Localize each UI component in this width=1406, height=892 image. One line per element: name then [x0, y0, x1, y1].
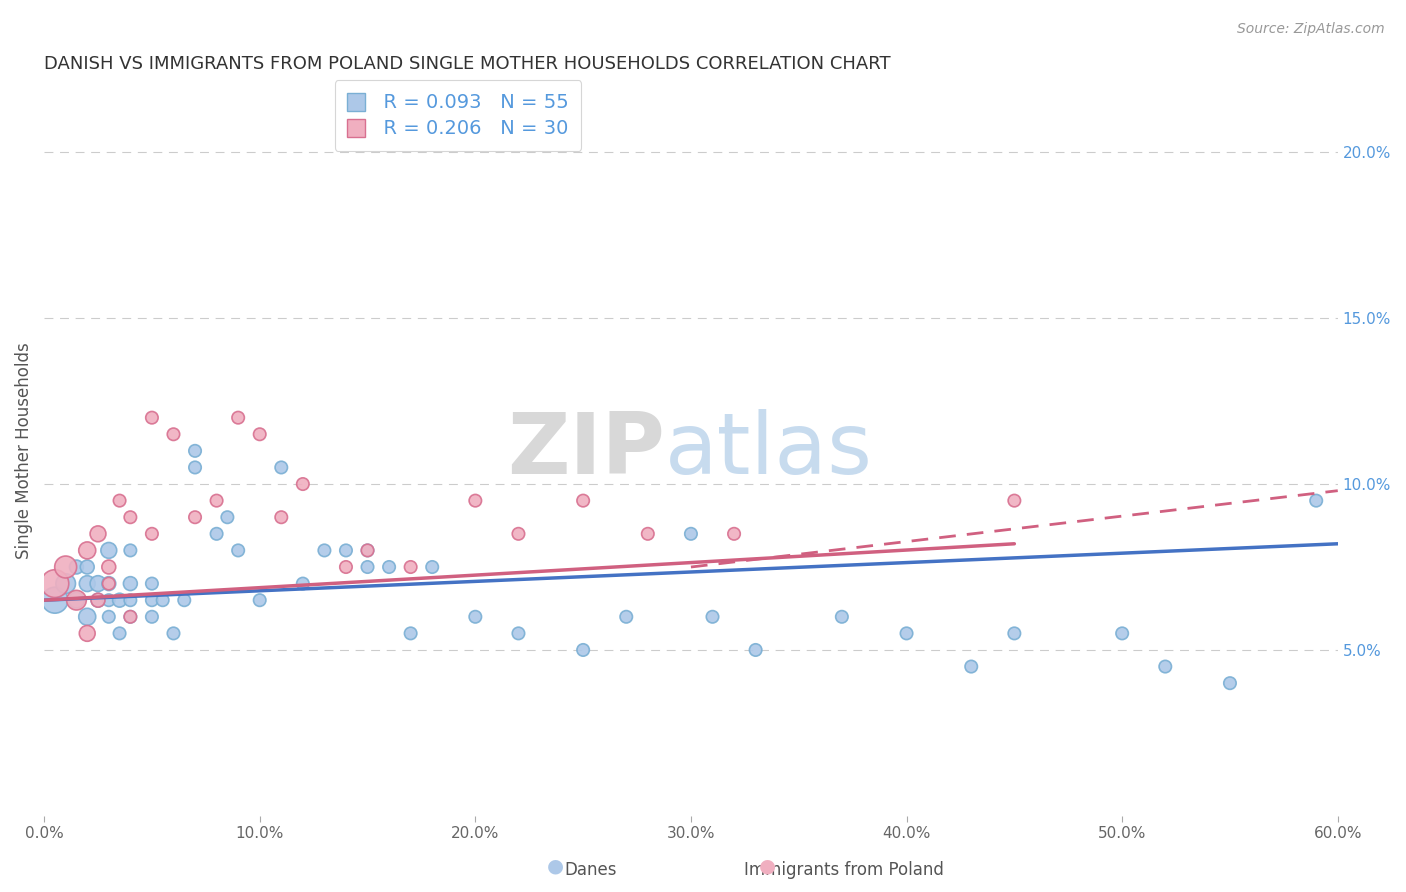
Point	[637, 526, 659, 541]
Point	[162, 626, 184, 640]
Point	[76, 609, 98, 624]
Point	[679, 526, 702, 541]
Point	[97, 560, 120, 574]
Point	[314, 543, 336, 558]
Point	[97, 576, 120, 591]
Point	[87, 593, 110, 607]
Point	[226, 410, 249, 425]
Point	[464, 609, 486, 624]
Point	[65, 560, 87, 574]
Point	[184, 510, 207, 524]
Point	[1111, 626, 1133, 640]
Point	[378, 560, 401, 574]
Point	[960, 659, 983, 673]
Point	[44, 593, 66, 607]
Point	[399, 626, 422, 640]
Point	[744, 643, 766, 657]
Point	[97, 576, 120, 591]
Point	[76, 543, 98, 558]
Point	[508, 526, 530, 541]
Point	[217, 510, 239, 524]
Text: ●: ●	[547, 857, 564, 876]
Point	[226, 543, 249, 558]
Point	[87, 593, 110, 607]
Point	[108, 626, 131, 640]
Point	[65, 593, 87, 607]
Point	[173, 593, 195, 607]
Point	[205, 493, 228, 508]
Point	[249, 427, 271, 442]
Point	[356, 543, 378, 558]
Point	[464, 493, 486, 508]
Point	[335, 543, 357, 558]
Point	[120, 576, 142, 591]
Point	[896, 626, 918, 640]
Point	[1305, 493, 1327, 508]
Point	[141, 576, 163, 591]
Text: ●: ●	[759, 857, 776, 876]
Point	[65, 593, 87, 607]
Point	[141, 526, 163, 541]
Point	[1002, 626, 1025, 640]
Point	[76, 576, 98, 591]
Point	[184, 460, 207, 475]
Point	[1219, 676, 1241, 690]
Text: atlas: atlas	[665, 409, 873, 492]
Text: Danes: Danes	[564, 861, 617, 879]
Point	[120, 593, 142, 607]
Point	[420, 560, 443, 574]
Point	[108, 493, 131, 508]
Point	[162, 427, 184, 442]
Legend:   R = 0.093   N = 55,   R = 0.206   N = 30: R = 0.093 N = 55, R = 0.206 N = 30	[335, 80, 581, 151]
Point	[205, 526, 228, 541]
Point	[572, 493, 595, 508]
Point	[702, 609, 724, 624]
Point	[76, 560, 98, 574]
Point	[55, 576, 77, 591]
Point	[335, 560, 357, 574]
Point	[108, 593, 131, 607]
Text: Immigrants from Poland: Immigrants from Poland	[744, 861, 943, 879]
Text: Source: ZipAtlas.com: Source: ZipAtlas.com	[1237, 22, 1385, 37]
Point	[120, 609, 142, 624]
Point	[97, 543, 120, 558]
Point	[184, 443, 207, 458]
Point	[76, 626, 98, 640]
Point	[1154, 659, 1177, 673]
Point	[141, 410, 163, 425]
Point	[356, 560, 378, 574]
Point	[97, 609, 120, 624]
Point	[120, 609, 142, 624]
Point	[249, 593, 271, 607]
Text: ZIP: ZIP	[508, 409, 665, 492]
Point	[723, 526, 745, 541]
Point	[399, 560, 422, 574]
Point	[87, 526, 110, 541]
Point	[141, 593, 163, 607]
Point	[291, 477, 314, 491]
Point	[831, 609, 853, 624]
Point	[614, 609, 637, 624]
Point	[270, 510, 292, 524]
Point	[44, 576, 66, 591]
Point	[120, 510, 142, 524]
Point	[120, 543, 142, 558]
Point	[97, 593, 120, 607]
Point	[270, 460, 292, 475]
Point	[152, 593, 174, 607]
Point	[55, 560, 77, 574]
Point	[356, 543, 378, 558]
Text: DANISH VS IMMIGRANTS FROM POLAND SINGLE MOTHER HOUSEHOLDS CORRELATION CHART: DANISH VS IMMIGRANTS FROM POLAND SINGLE …	[44, 55, 891, 73]
Point	[141, 609, 163, 624]
Point	[87, 576, 110, 591]
Point	[572, 643, 595, 657]
Point	[1002, 493, 1025, 508]
Point	[508, 626, 530, 640]
Point	[291, 576, 314, 591]
Y-axis label: Single Mother Households: Single Mother Households	[15, 343, 32, 559]
